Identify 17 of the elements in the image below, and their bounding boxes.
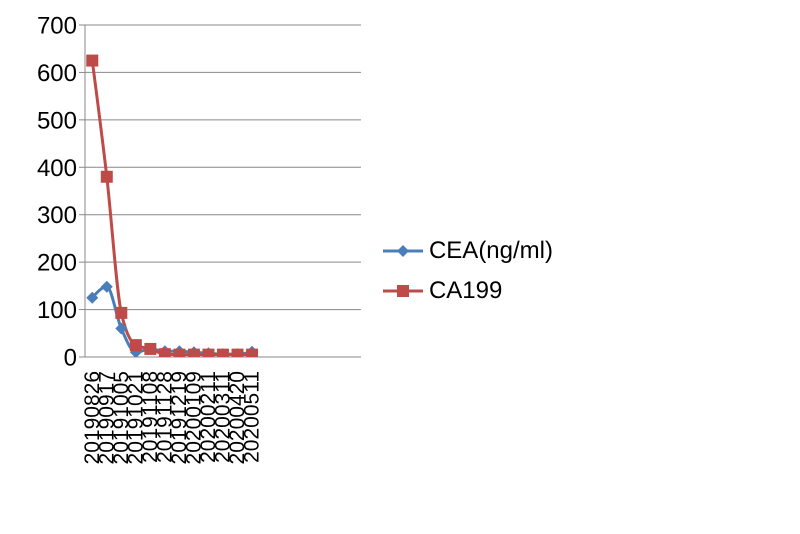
y-tick-label: 500 (36, 107, 77, 134)
y-tick-label: 200 (36, 250, 77, 277)
y-tick-label: 700 (36, 12, 77, 40)
point (115, 322, 128, 335)
point (130, 339, 142, 352)
y-tick-label: 400 (36, 154, 77, 182)
point (115, 306, 128, 319)
point (100, 280, 113, 293)
y-tick-label: 300 (36, 202, 77, 230)
legend-label: CEA(ng/ml) (428, 237, 553, 265)
point (100, 170, 113, 183)
y-tick-label: 0 (64, 344, 77, 372)
y-tick-label: 600 (36, 60, 77, 87)
legend-label: CA199 (428, 277, 502, 305)
y-tick-label: 100 (36, 297, 77, 324)
point (86, 292, 98, 304)
point (86, 54, 98, 67)
